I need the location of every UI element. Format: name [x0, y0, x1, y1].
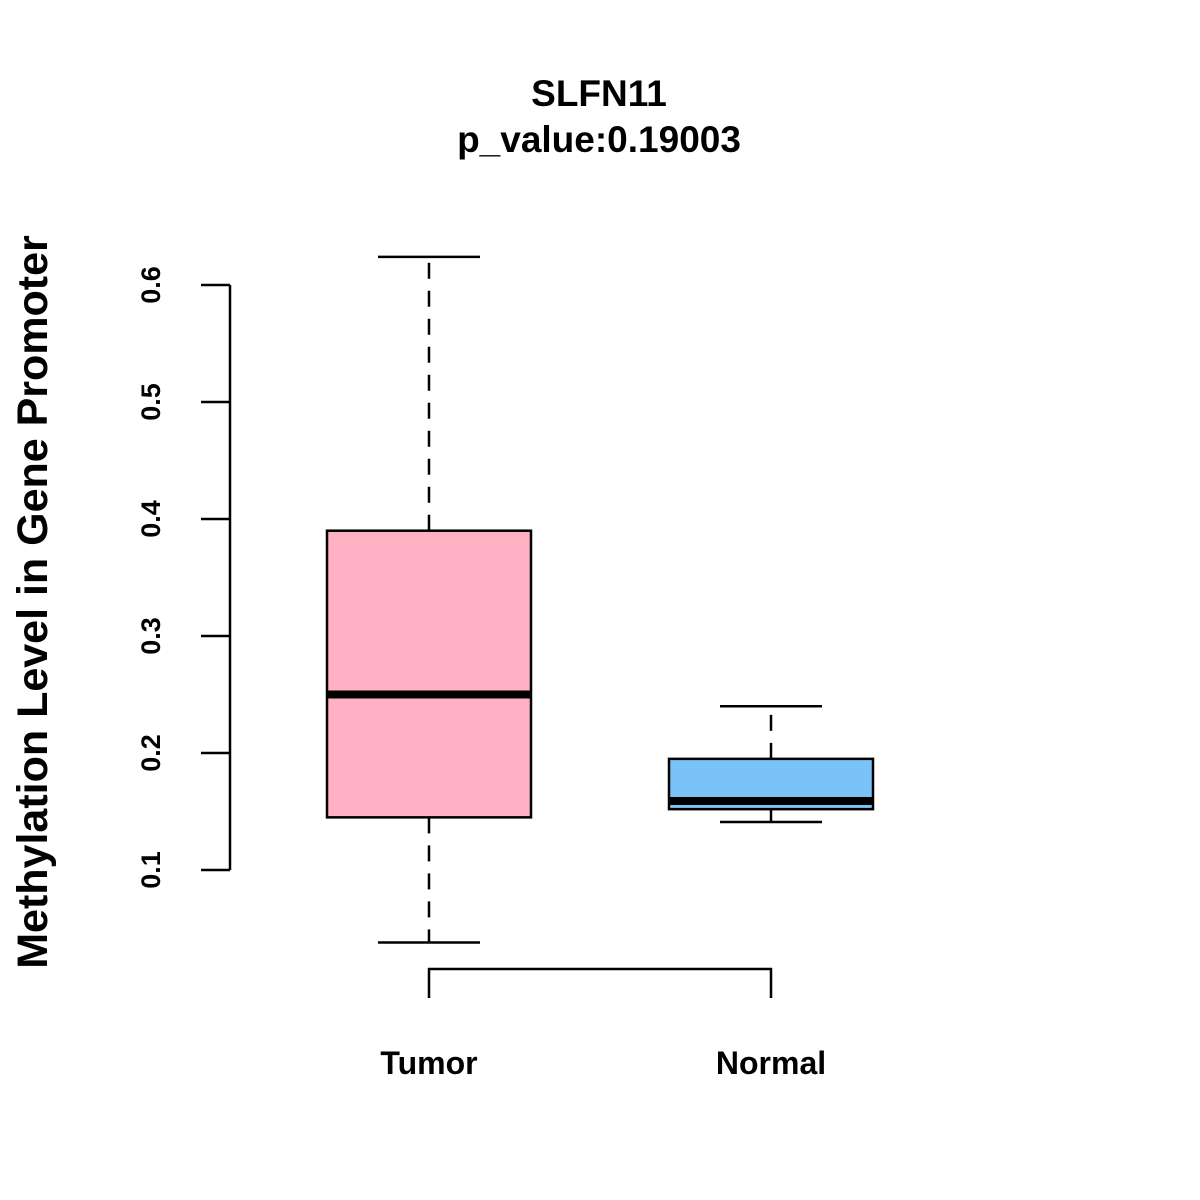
y-axis-label: Methylation Level in Gene Promoter	[9, 235, 57, 969]
x-category-label: Normal	[716, 1045, 826, 1081]
box-tumor	[325, 529, 533, 819]
y-tick-label: 0.3	[136, 617, 166, 655]
y-tick-label: 0.1	[136, 851, 166, 889]
y-axis: 0.1 0.2 0.3 0.4 0.5 0.6	[136, 266, 232, 889]
x-category-label: Tumor	[380, 1045, 477, 1081]
comparison-bracket	[427, 967, 773, 998]
x-category-labels: Tumor Normal	[380, 1045, 826, 1081]
chart-subtitle: p_value:0.19003	[457, 119, 741, 160]
boxes-group	[325, 255, 875, 944]
bracket-line	[427, 967, 773, 998]
y-tick-label: 0.5	[136, 383, 166, 421]
y-tick-label: 0.2	[136, 734, 166, 772]
y-tick-label: 0.4	[136, 500, 166, 538]
y-tick-label: 0.6	[136, 266, 166, 304]
chart-title: SLFN11	[531, 73, 667, 114]
